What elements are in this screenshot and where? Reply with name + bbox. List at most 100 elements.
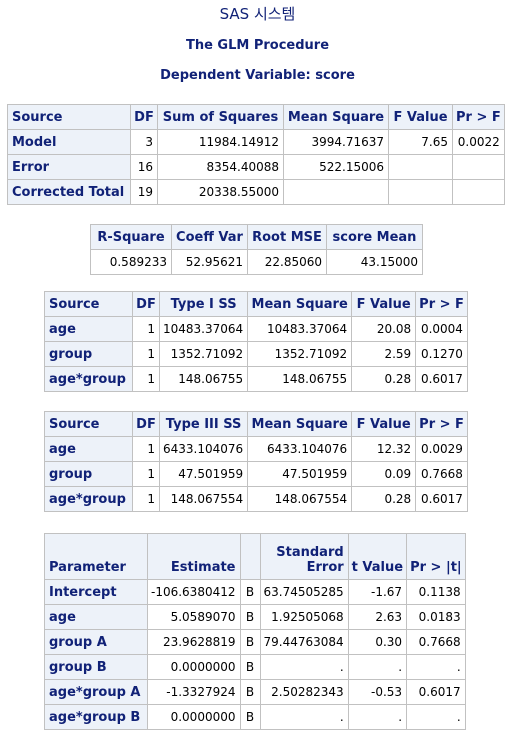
cell: 1.92505068	[259, 604, 349, 630]
col-header-df: DF	[132, 411, 160, 437]
cell: 0.30	[347, 629, 408, 655]
col-header-mean-square: Mean Square	[247, 411, 353, 437]
cell: B	[239, 629, 261, 655]
table-row: age*group A -1.3327924 B 2.50282343 -0.5…	[44, 679, 466, 705]
se-line2: Error	[306, 560, 344, 575]
cell: 0.6017	[415, 366, 468, 392]
row-label: age*group	[44, 486, 133, 512]
row-label: group B	[44, 654, 148, 680]
cell: 1	[132, 316, 160, 342]
cell: 2.50282343	[259, 679, 349, 705]
col-header-df: DF	[130, 104, 158, 130]
cell: 20338.55000	[157, 179, 284, 205]
cell: B	[239, 679, 261, 705]
type1-header-row: Source DF Type I SS Mean Square F Value …	[44, 291, 468, 317]
cell: 0.589233	[90, 249, 172, 275]
cell: -0.53	[347, 679, 408, 705]
cell: 5.0589070	[147, 604, 241, 630]
col-header-pr-f: Pr > F	[415, 291, 468, 317]
cell: 6433.104076	[247, 436, 353, 462]
col-header-mean-square: Mean Square	[283, 104, 389, 130]
cell: 1	[132, 436, 160, 462]
row-label: age	[44, 316, 133, 342]
type3-ss-table: Source DF Type III SS Mean Square F Valu…	[44, 411, 468, 512]
parameter-estimates-table: Parameter Estimate Standard Error t Value…	[44, 533, 466, 730]
dependent-variable-title: Dependent Variable: score	[160, 68, 355, 83]
cell: 52.95621	[171, 249, 248, 275]
system-title: SAS 시스템	[219, 5, 296, 23]
table-row: age 5.0589070 B 1.92505068 2.63 0.0183	[44, 604, 466, 630]
fit-statistics-table: R-Square Coeff Var Root MSE score Mean 0…	[90, 224, 423, 275]
table-row: Error 16 8354.40088 522.15006	[7, 154, 505, 180]
cell: 19	[130, 179, 158, 205]
cell: .	[347, 654, 408, 680]
cell: -106.6380412	[147, 579, 241, 605]
procedure-title: The GLM Procedure	[185, 38, 330, 53]
table-row: Model 3 11984.14912 3994.71637 7.65 0.00…	[7, 129, 505, 155]
table-row: 0.589233 52.95621 22.85060 43.15000	[90, 249, 423, 275]
cell: .	[406, 704, 466, 730]
cell: 20.08	[351, 316, 417, 342]
cell: 0.1270	[415, 341, 468, 367]
row-label: Error	[7, 154, 131, 180]
row-label: Corrected Total	[7, 179, 131, 205]
col-header-source: Source	[7, 104, 131, 130]
cell: .	[406, 654, 466, 680]
row-label: Intercept	[44, 579, 148, 605]
table-row: group B 0.0000000 B . . .	[44, 654, 466, 680]
row-label: group A	[44, 629, 148, 655]
col-header-flag	[239, 533, 261, 580]
col-header-f-value: F Value	[351, 291, 417, 317]
table-row: age*group 1 148.06755 148.06755 0.28 0.6…	[44, 366, 468, 392]
cell: 1	[132, 341, 160, 367]
row-label: group	[44, 461, 133, 487]
cell: 12.32	[351, 436, 417, 462]
cell: 1	[132, 461, 160, 487]
cell: 16	[130, 154, 158, 180]
row-label: age*group B	[44, 704, 148, 730]
col-header-type-iii-ss: Type III SS	[158, 411, 249, 437]
cell: 22.85060	[247, 249, 327, 275]
cell: 1	[132, 366, 160, 392]
cell: 148.067554	[158, 486, 249, 512]
cell	[388, 179, 453, 205]
cell: 0.28	[351, 486, 417, 512]
cell: 522.15006	[283, 154, 389, 180]
col-header-t-value: t Value	[347, 533, 408, 580]
col-header-sum-of-squares: Sum of Squares	[157, 104, 284, 130]
col-header-pr-f: Pr > F	[415, 411, 468, 437]
cell: 11984.14912	[157, 129, 284, 155]
table-row: age*group B 0.0000000 B . . .	[44, 704, 466, 730]
cell: 0.6017	[415, 486, 468, 512]
cell: 7.65	[388, 129, 453, 155]
cell	[388, 154, 453, 180]
col-header-standard-error: Standard Error	[259, 533, 349, 580]
col-header-mean-square: Mean Square	[247, 291, 353, 317]
cell: .	[347, 704, 408, 730]
cell: 47.501959	[247, 461, 353, 487]
cell: 1	[132, 486, 160, 512]
table-row: group A 23.9628819 B 79.44763084 0.30 0.…	[44, 629, 466, 655]
cell: 3994.71637	[283, 129, 389, 155]
col-header-parameter: Parameter	[44, 533, 148, 580]
table-row: age 1 6433.104076 6433.104076 12.32 0.00…	[44, 436, 468, 462]
type3-header-row: Source DF Type III SS Mean Square F Valu…	[44, 411, 468, 437]
cell: -1.67	[347, 579, 408, 605]
col-header-source: Source	[44, 411, 133, 437]
cell: 0.0029	[415, 436, 468, 462]
row-label: Model	[7, 129, 131, 155]
row-label: age*group	[44, 366, 133, 392]
type1-ss-table: Source DF Type I SS Mean Square F Value …	[44, 291, 468, 392]
cell: 3	[130, 129, 158, 155]
table-row: age*group 1 148.067554 148.067554 0.28 0…	[44, 486, 468, 512]
cell	[283, 179, 389, 205]
fit-header-row: R-Square Coeff Var Root MSE score Mean	[90, 224, 423, 250]
anova-table: Source DF Sum of Squares Mean Square F V…	[7, 104, 505, 205]
cell: 0.1138	[406, 579, 466, 605]
cell: 0.0183	[406, 604, 466, 630]
cell: 63.74505285	[259, 579, 349, 605]
col-header-root-mse: Root MSE	[247, 224, 327, 250]
col-header-type-i-ss: Type I SS	[158, 291, 249, 317]
cell: 10483.37064	[247, 316, 353, 342]
cell: 1352.71092	[247, 341, 353, 367]
